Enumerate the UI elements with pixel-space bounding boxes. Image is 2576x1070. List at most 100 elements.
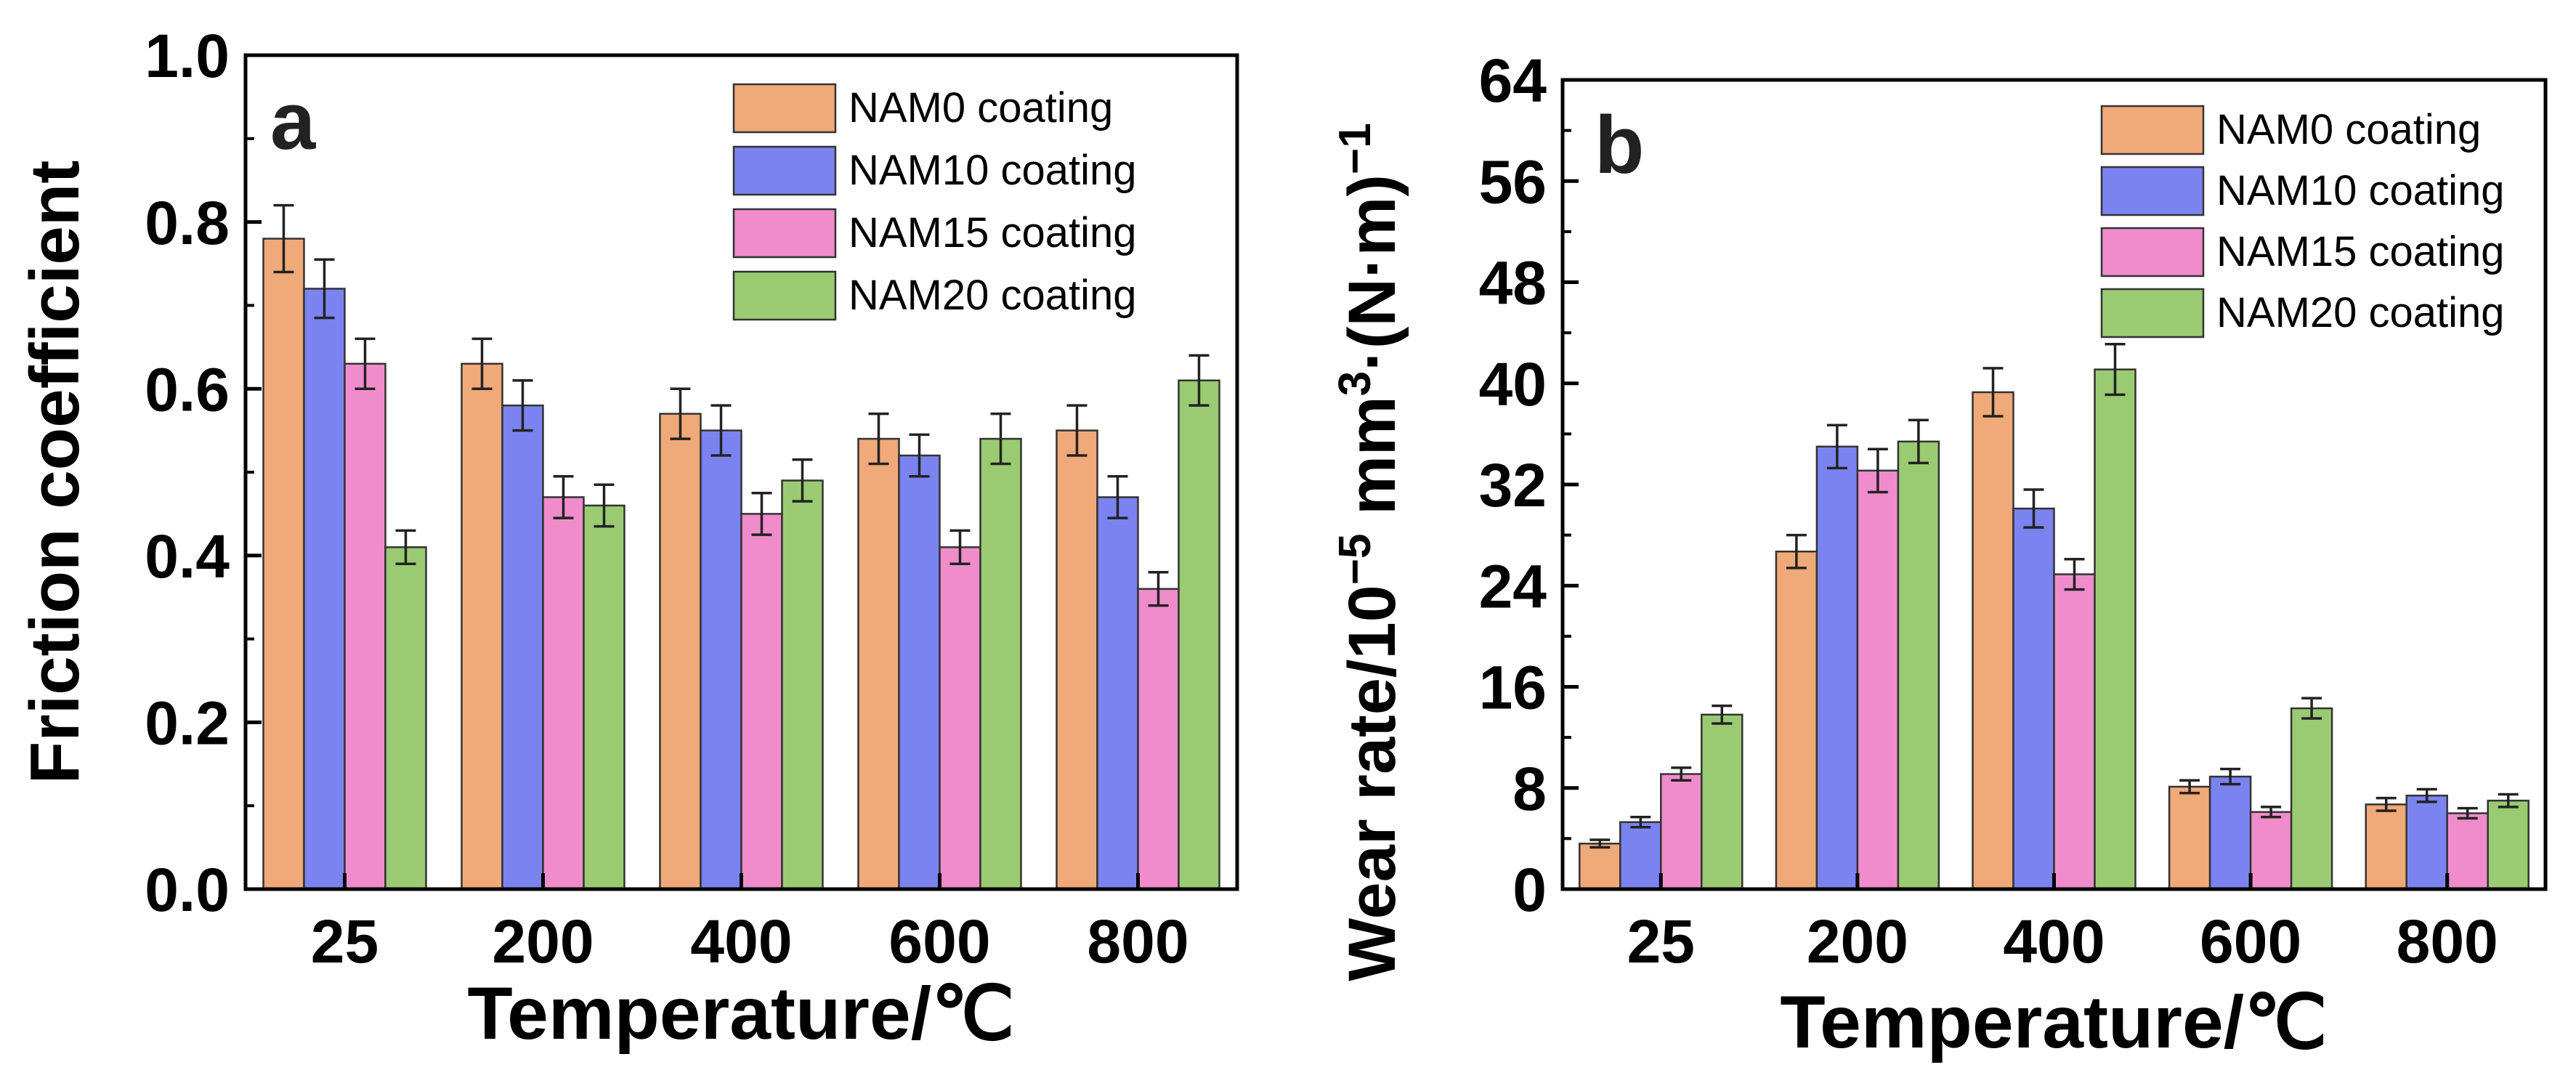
a-bar-nam20-coating-800	[1178, 379, 1220, 891]
b-error-bar	[2179, 779, 2200, 795]
b-y-tick-label: 48	[1479, 249, 1547, 317]
a-bar-nam10-coating-800	[1096, 496, 1139, 891]
a-y-tick-label: 0.0	[145, 856, 230, 924]
b-bar-nam15-coating-600	[2249, 811, 2293, 891]
b-error-bar	[1589, 838, 1611, 849]
b-bar-nam15-coating-25	[1660, 773, 1703, 891]
panel-b-x-axis-title: Temperature/℃	[1780, 981, 2327, 1063]
panel-a-label: a	[270, 76, 316, 166]
b-bar-nam10-coating-600	[2208, 775, 2252, 891]
b-y-tick-label: 16	[1479, 654, 1547, 722]
a-y-tick-label: 0.6	[145, 355, 230, 423]
a-y-tick-label: 1.0	[145, 22, 230, 90]
b-error-bar	[2375, 796, 2397, 812]
b-error-bar	[2064, 557, 2085, 591]
a-error-bar	[594, 483, 615, 528]
a-bar-nam15-coating-25	[344, 362, 386, 891]
a-legend-label: NAM15 coating	[848, 209, 1137, 256]
b-error-bar	[2498, 793, 2519, 808]
a-error-bar	[395, 529, 416, 566]
a-bar-nam10-coating-400	[700, 429, 742, 891]
panel-a-y-axis-title: Friction coefficient	[16, 161, 94, 785]
b-y-tick-label: 64	[1479, 46, 1547, 115]
b-y-tick-label: 24	[1479, 552, 1547, 620]
a-legend-swatch	[732, 270, 837, 321]
a-x-tick-label: 25	[311, 907, 378, 976]
b-bar-nam20-coating-400	[2094, 368, 2136, 891]
a-y-tick-label: 0.8	[145, 189, 230, 257]
b-y-tick-label: 8	[1512, 755, 1547, 823]
a-bar-nam15-coating-400	[740, 513, 783, 891]
a-error-bar	[751, 491, 772, 536]
a-bar-nam20-coating-25	[384, 546, 427, 891]
b-error-bar	[1826, 423, 1847, 470]
b-legend-swatch	[2100, 166, 2205, 216]
a-bar-nam10-coating-600	[898, 454, 941, 891]
b-legend-label: NAM15 coating	[2216, 228, 2505, 275]
a-legend-swatch	[732, 208, 837, 259]
a-error-bar	[355, 337, 376, 390]
a-error-bar	[553, 474, 574, 519]
panel-a-friction-chart: 0.0 0.2 0.4 0.6 0.8 1.0 25 200 400 600 800 a Fric…	[16, 22, 1239, 1055]
b-legend-swatch	[2100, 105, 2205, 155]
b-bar-nam0-coating-800	[2365, 803, 2407, 891]
a-error-bar	[990, 412, 1011, 466]
b-error-bar	[1630, 816, 1651, 829]
a-legend-swatch	[732, 83, 837, 134]
b-error-bar	[2416, 787, 2437, 803]
a-bar-nam20-coating-400	[781, 479, 824, 891]
b-bar-nam10-coating-200	[1815, 445, 1859, 891]
b-error-bar	[2220, 767, 2241, 786]
b-x-tick-label: 400	[2003, 907, 2105, 976]
panel-b-y-axis-title: Wear rate/10−5 mm3·(N·m)−1	[1330, 123, 1410, 981]
b-error-bar	[2105, 343, 2126, 397]
panel-a-x-axis-title: Temperature/℃	[467, 972, 1014, 1055]
b-bar-nam10-coating-25	[1619, 821, 1662, 891]
b-error-bar	[2023, 488, 2044, 529]
a-bar-nam20-coating-200	[583, 504, 625, 891]
b-legend-label: NAM20 coating	[2216, 289, 2505, 336]
a-legend-label: NAM10 coating	[848, 147, 1137, 194]
a-x-tick-label: 600	[888, 907, 990, 976]
a-error-bar	[949, 529, 971, 566]
panel-b-y-axis-title-exp3: −1	[1330, 123, 1380, 174]
a-x-tick-label: 800	[1087, 907, 1188, 976]
a-bar-nam10-coating-200	[501, 404, 544, 891]
b-bar-nam20-coating-600	[2290, 707, 2333, 891]
a-error-bar	[868, 412, 889, 466]
b-legend-swatch	[2100, 227, 2205, 277]
a-error-bar	[909, 433, 930, 478]
a-error-bar	[792, 458, 813, 503]
b-bar-nam15-coating-800	[2446, 812, 2489, 891]
panel-b-y-axis-title-exp2: 3	[1330, 371, 1380, 396]
a-error-bar	[1107, 474, 1128, 519]
panel-b-y-axis-title-end: ·(N·m)	[1335, 174, 1409, 371]
b-error-bar	[1867, 447, 1888, 494]
a-error-bar	[1066, 404, 1087, 457]
b-bar-nam15-coating-400	[2053, 573, 2096, 891]
a-bar-nam0-coating-800	[1056, 429, 1098, 891]
a-x-tick-label: 400	[690, 907, 792, 976]
b-legend-swatch	[2100, 288, 2205, 339]
b-error-bar	[2301, 697, 2322, 720]
panel-b-y-axis-title-exp1: −5	[1330, 533, 1380, 585]
b-bar-nam0-coating-600	[2168, 785, 2211, 891]
b-bar-nam10-coating-400	[2012, 507, 2055, 891]
b-bar-nam0-coating-400	[1972, 391, 2014, 891]
a-bar-nam15-coating-800	[1137, 588, 1180, 891]
b-error-bar	[1908, 418, 1929, 465]
a-error-bar	[670, 387, 691, 440]
b-bar-nam20-coating-800	[2487, 799, 2530, 891]
b-y-tick-label: 56	[1479, 147, 1547, 216]
a-y-tick-label: 0.2	[145, 689, 230, 758]
b-x-tick-label: 200	[1807, 907, 1908, 976]
b-error-bar	[1982, 367, 2004, 418]
b-bar-nam0-coating-25	[1579, 843, 1621, 891]
b-bar-nam0-coating-200	[1775, 551, 1818, 891]
a-error-bar	[1188, 354, 1210, 407]
a-legend-label: NAM0 coating	[848, 84, 1113, 131]
b-error-bar	[1786, 533, 1807, 570]
b-error-bar	[2261, 806, 2282, 819]
b-bar-nam15-coating-200	[1856, 469, 1900, 891]
